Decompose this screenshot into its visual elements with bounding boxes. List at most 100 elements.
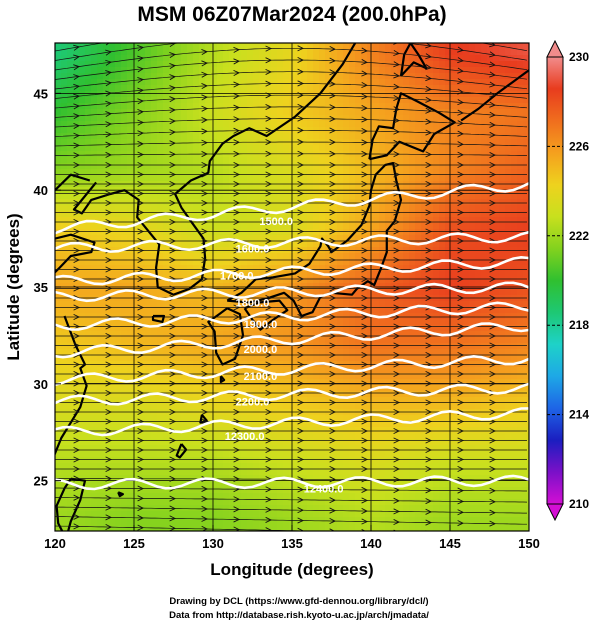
heat-cell bbox=[247, 169, 254, 176]
heat-cell bbox=[109, 397, 116, 404]
heat-cell bbox=[523, 139, 529, 146]
heat-cell bbox=[421, 139, 428, 146]
heat-cell bbox=[115, 229, 122, 236]
heat-cell bbox=[451, 79, 458, 86]
heat-cell bbox=[187, 307, 194, 314]
heat-cell bbox=[433, 133, 440, 140]
heat-cell bbox=[379, 97, 386, 104]
heat-cell bbox=[181, 91, 188, 98]
heat-cell bbox=[313, 67, 320, 74]
heat-cell bbox=[91, 163, 98, 170]
heat-cell bbox=[133, 121, 140, 128]
heat-cell bbox=[367, 415, 374, 422]
heat-cell bbox=[151, 355, 158, 362]
heat-cell bbox=[517, 373, 524, 380]
heat-cell bbox=[265, 301, 272, 308]
heat-cell bbox=[283, 91, 290, 98]
heat-cell bbox=[469, 223, 476, 230]
heat-cell bbox=[481, 115, 488, 122]
heat-cell bbox=[175, 325, 182, 332]
heat-cell bbox=[319, 325, 326, 332]
heat-cell bbox=[151, 349, 158, 356]
heat-cell bbox=[325, 103, 332, 110]
heat-cell bbox=[421, 157, 428, 164]
heat-cell bbox=[499, 61, 506, 68]
heat-cell bbox=[241, 301, 248, 308]
heat-cell bbox=[157, 49, 164, 56]
heat-cell bbox=[115, 355, 122, 362]
heat-cell bbox=[61, 85, 68, 92]
heat-cell bbox=[85, 253, 92, 260]
heat-cell bbox=[187, 169, 194, 176]
heat-cell bbox=[307, 103, 314, 110]
heat-cell bbox=[265, 121, 272, 128]
heat-cell bbox=[325, 349, 332, 356]
heat-cell bbox=[187, 43, 194, 50]
heat-cell bbox=[121, 61, 128, 68]
heat-cell bbox=[379, 367, 386, 374]
heat-cell bbox=[115, 391, 122, 398]
heat-cell bbox=[169, 121, 176, 128]
heat-cell bbox=[205, 85, 212, 92]
heat-cell bbox=[163, 67, 170, 74]
heat-cell bbox=[223, 103, 230, 110]
heat-cell bbox=[403, 199, 410, 206]
heat-cell bbox=[403, 133, 410, 140]
heat-cell bbox=[301, 205, 308, 212]
heat-cell bbox=[409, 223, 416, 230]
heat-cell bbox=[367, 355, 374, 362]
heat-cell bbox=[73, 67, 80, 74]
heat-cell bbox=[421, 49, 428, 56]
heat-cell bbox=[211, 241, 218, 248]
heat-cell bbox=[175, 85, 182, 92]
heat-cell bbox=[79, 157, 86, 164]
heat-cell bbox=[481, 103, 488, 110]
heat-cell bbox=[523, 109, 529, 116]
heat-cell bbox=[145, 301, 152, 308]
heat-cell bbox=[499, 349, 506, 356]
heat-cell bbox=[229, 217, 236, 224]
heat-cell bbox=[241, 67, 248, 74]
heat-cell bbox=[169, 103, 176, 110]
heat-cell bbox=[511, 253, 518, 260]
heat-cell bbox=[85, 301, 92, 308]
heat-cell bbox=[79, 103, 86, 110]
heat-cell bbox=[511, 403, 518, 410]
heat-cell bbox=[193, 253, 200, 260]
heat-cell bbox=[175, 415, 182, 422]
heat-cell bbox=[481, 277, 488, 284]
heat-cell bbox=[379, 355, 386, 362]
heat-cell bbox=[505, 373, 512, 380]
heat-cell bbox=[217, 415, 224, 422]
heat-cell bbox=[103, 79, 110, 86]
heat-cell bbox=[523, 97, 529, 104]
heat-cell bbox=[91, 169, 98, 176]
heat-cell bbox=[511, 415, 518, 422]
heat-cell bbox=[91, 415, 98, 422]
heat-cell bbox=[295, 91, 302, 98]
heat-cell bbox=[337, 403, 344, 410]
heat-cell bbox=[145, 55, 152, 62]
heat-cell bbox=[97, 67, 104, 74]
heat-cell bbox=[373, 349, 380, 356]
heat-cell bbox=[235, 253, 242, 260]
heat-cell bbox=[307, 241, 314, 248]
heat-cell bbox=[109, 283, 116, 290]
heat-cell bbox=[325, 253, 332, 260]
heat-cell bbox=[367, 163, 374, 170]
heat-cell bbox=[307, 217, 314, 224]
heat-cell bbox=[385, 79, 392, 86]
heat-cell bbox=[265, 73, 272, 80]
heat-cell bbox=[313, 349, 320, 356]
heat-cell bbox=[103, 403, 110, 410]
heat-cell bbox=[439, 145, 446, 152]
heat-cell bbox=[55, 127, 62, 134]
heat-cell bbox=[187, 127, 194, 134]
heat-cell bbox=[319, 391, 326, 398]
heat-cell bbox=[415, 373, 422, 380]
heat-cell bbox=[337, 373, 344, 380]
heat-cell bbox=[421, 229, 428, 236]
heat-cell bbox=[193, 43, 200, 50]
heat-cell bbox=[97, 349, 104, 356]
heat-cell bbox=[283, 211, 290, 218]
